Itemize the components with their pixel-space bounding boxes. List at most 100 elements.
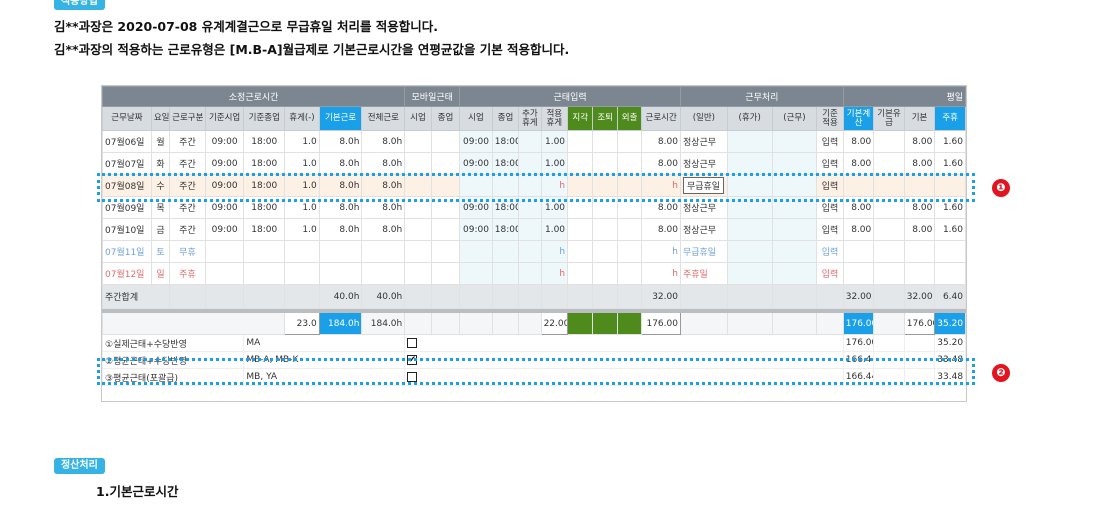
col-apply-rest[interactable]: 적용휴게 [540, 106, 569, 131]
col-in-end[interactable]: 종업 [491, 106, 520, 131]
day-cell[interactable]: 주휴일 [679, 262, 728, 285]
day-cell-text: 8.0h [382, 224, 403, 235]
day-cell: 무휴 [169, 240, 206, 263]
day-cell-text: 8.0h [382, 158, 403, 169]
day-cell [318, 240, 363, 263]
col-basic[interactable]: 기본근로 [318, 106, 363, 131]
attendance-grid: 소정근로시간 모바일근태 근태입력 근무처리 평일 근무날짜 요일 근로구분 기… [101, 85, 967, 402]
day-cell-text: 8.00 [912, 224, 933, 235]
col-total[interactable]: 전체근로 [361, 106, 406, 131]
day-cell-text: 07월08일 [105, 182, 145, 192]
day-row[interactable]: 07월12일 일 주휴 h h 주휴일 입력 [102, 262, 966, 285]
col-std-apply[interactable]: 기준적용 [816, 106, 844, 131]
option-type: MB, YA [246, 372, 278, 382]
day-cell [430, 174, 461, 197]
day-cell: 09:00 [204, 130, 245, 153]
option-checkbox[interactable] [407, 371, 418, 382]
col-extra-rest[interactable]: 추가휴게 [518, 106, 542, 131]
weekly-sum-label: 주간합계 [101, 284, 171, 309]
day-cell-text: 8.00 [657, 136, 678, 147]
col-early[interactable]: 조퇴 [592, 106, 618, 131]
day-cell-text: 18:00 [251, 180, 278, 191]
group-weekday: 평일 [842, 86, 967, 107]
col-normal[interactable]: (일반) [679, 106, 728, 131]
col-in-start[interactable]: 시업 [459, 106, 493, 131]
col-work[interactable]: (근무) [771, 106, 818, 131]
col-m-end[interactable]: 종업 [430, 106, 461, 131]
day-cell: 1.60 [934, 130, 966, 153]
day-cell [873, 262, 905, 285]
day-cell: 8.00 [842, 152, 875, 175]
day-cell-text: 09:00 [463, 136, 489, 147]
option-checkbox[interactable] [407, 337, 418, 348]
day-cell [518, 240, 542, 263]
day-cell [567, 240, 594, 263]
group-input: 근태입력 [459, 86, 681, 107]
option-type: MA [246, 338, 261, 348]
day-cell-text: 18:00 [251, 136, 278, 147]
option-row[interactable]: ①실제근태+수당반영 MA 176.00 35.20 [101, 334, 966, 352]
total-apply-rest: 22.00 [540, 312, 569, 335]
day-cell [592, 174, 618, 197]
day-cell-text: 수 [156, 182, 165, 192]
day-cell: 07월08일 [102, 174, 152, 197]
day-cell [934, 174, 966, 197]
day-cell: h [540, 240, 569, 263]
day-cell [934, 240, 966, 263]
col-late[interactable]: 지각 [567, 106, 594, 131]
col-end[interactable]: 기준종업 [243, 106, 286, 131]
day-row[interactable]: 07월10일 금 주간 09:00 18:00 1.0 8.0h 8.0h 09:00 18:00… [102, 218, 966, 241]
day-cell[interactable]: 입력 [816, 152, 844, 175]
day-cell[interactable]: 정상근무 [679, 152, 728, 175]
day-cell[interactable]: 입력 [816, 240, 844, 263]
day-row[interactable]: 07월11일 토 무휴 h h 무급휴일 입력 [102, 240, 966, 263]
day-cell-text: 월 [156, 138, 165, 148]
day-cell-text: 주휴일 [682, 270, 708, 280]
day-cell-text: 8.00 [912, 158, 933, 169]
day-cell: 8.0h [361, 174, 406, 197]
col-base[interactable]: 기본 [903, 106, 936, 131]
day-cell-text: 입력 [821, 248, 839, 258]
col-date[interactable]: 근무날짜 [102, 106, 152, 131]
day-cell[interactable]: 무급휴일 [679, 240, 728, 263]
col-basic-calc[interactable]: 기본계산 [842, 106, 875, 131]
day-cell [726, 218, 773, 241]
day-cell [903, 262, 936, 285]
day-cell[interactable]: 입력 [816, 262, 844, 285]
day-cell [592, 262, 618, 285]
day-cell [771, 130, 818, 153]
day-cell-text: 금 [156, 226, 165, 236]
total-hours: 176.00 [641, 312, 681, 335]
day-cell-text: 8.00 [851, 136, 872, 147]
day-cell[interactable]: 무급휴일 [679, 174, 728, 197]
col-basic-paid[interactable]: 기본유급 [873, 106, 905, 131]
col-leave[interactable]: (휴가) [726, 106, 773, 131]
col-day[interactable]: 요일 [150, 106, 171, 131]
day-cell: 1.0 [284, 174, 320, 197]
day-cell-text: 8.0h [339, 224, 360, 235]
col-out[interactable]: 외출 [616, 106, 643, 131]
col-worktype[interactable]: 근로구분 [169, 106, 206, 131]
col-start[interactable]: 기준시업 [204, 106, 245, 131]
day-cell[interactable]: 정상근무 [679, 218, 728, 241]
day-cell: 18:00 [491, 130, 520, 153]
day-row[interactable]: 07월07일 화 주간 09:00 18:00 1.0 8.0h 8.0h 09:00 18:00… [102, 152, 966, 175]
col-holiday[interactable]: 주휴 [934, 106, 966, 131]
day-cell [243, 262, 286, 285]
day-cell[interactable]: 입력 [816, 130, 844, 153]
day-cell[interactable]: 정상근무 [679, 130, 728, 153]
day-cell[interactable]: 입력 [816, 218, 844, 241]
apply-method-tag: 적용방법 [54, 0, 105, 10]
day-row[interactable]: 07월08일 수 주간 09:00 18:00 1.0 8.0h 8.0h h h 무급휴일 입력 [102, 174, 966, 197]
day-cell: 1.0 [284, 218, 320, 241]
day-cell-text: 화 [156, 160, 165, 170]
col-rest[interactable]: 휴게(-) [284, 106, 320, 131]
day-cell [873, 240, 905, 263]
col-work-hours[interactable]: 근로시간 [641, 106, 681, 131]
option-row[interactable]: ③평균근태(포괄급) MB, YA 166.44 33.48 [101, 368, 966, 386]
day-row[interactable]: 07월06일 월 주간 09:00 18:00 1.0 8.0h 8.0h 09:00 18:00… [102, 130, 966, 153]
day-cell: 18:00 [243, 152, 286, 175]
col-m-start[interactable]: 시업 [404, 106, 432, 131]
day-cell-text: h [559, 246, 566, 257]
day-cell-text: 1.00 [544, 202, 566, 213]
